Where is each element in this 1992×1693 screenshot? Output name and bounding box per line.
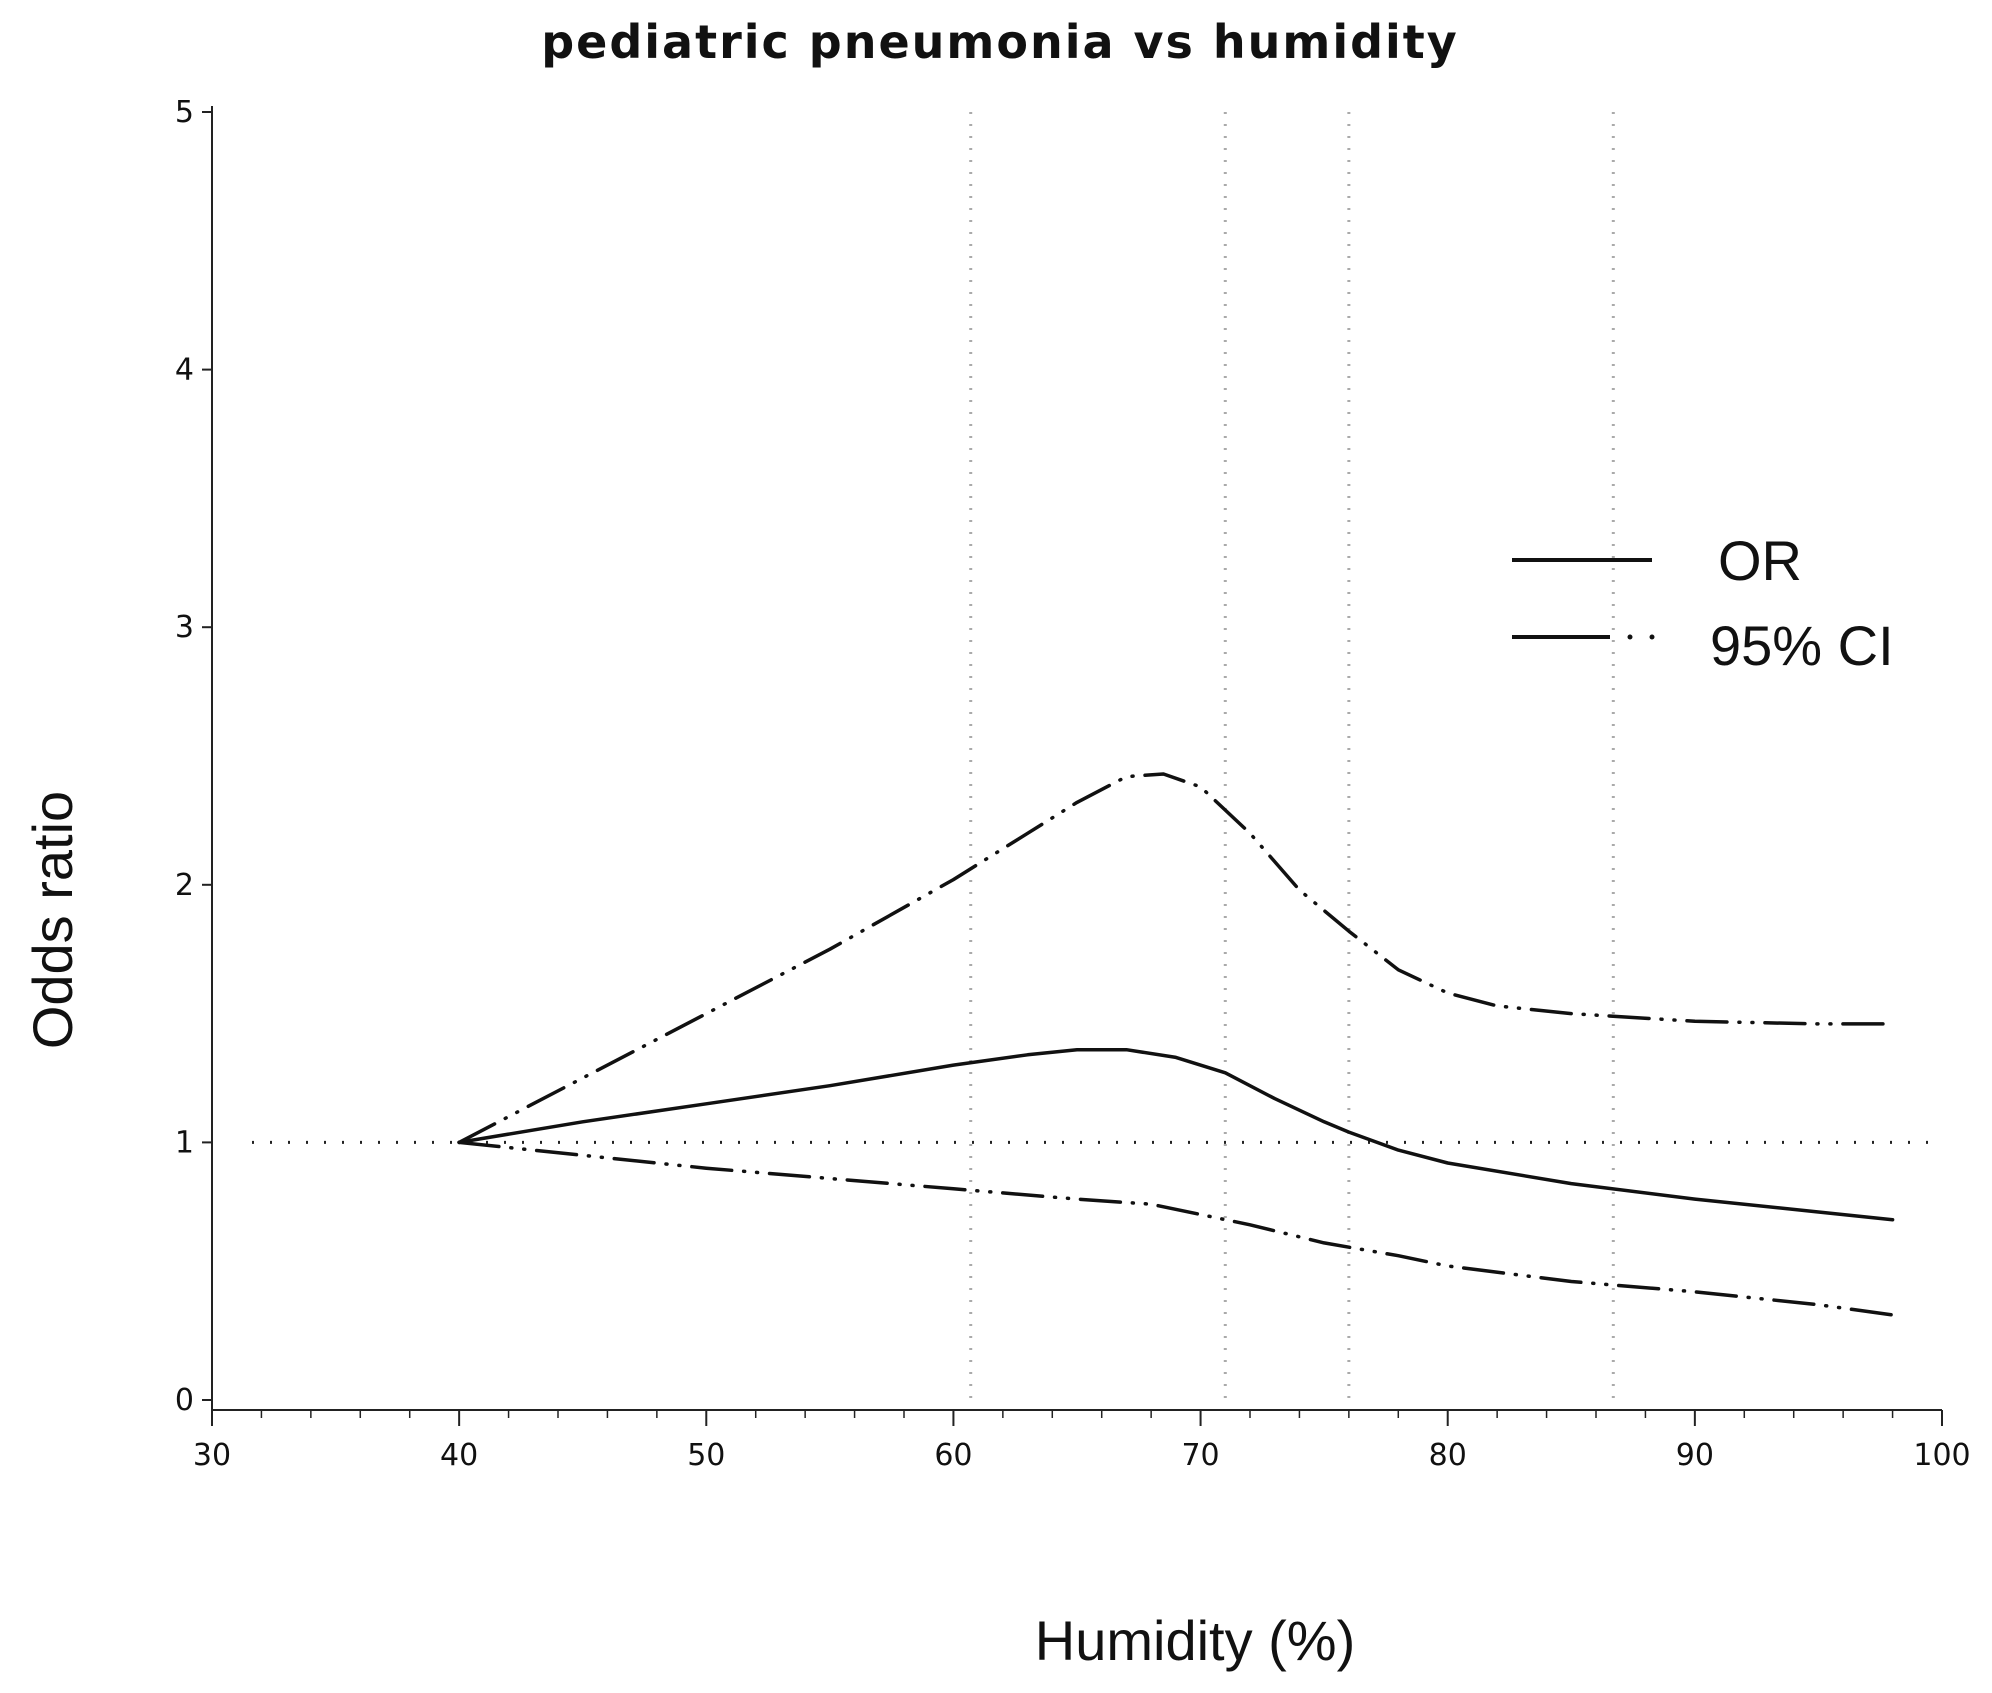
y-axis-label: Odds ratio	[21, 791, 84, 1049]
legend-or-label: OR	[1718, 529, 1802, 592]
y-tick-label: 5	[175, 95, 194, 130]
x-tick-label: 80	[1429, 1438, 1467, 1473]
x-tick-label: 90	[1676, 1438, 1714, 1473]
y-tick-label: 4	[175, 353, 194, 388]
y-tick-label: 1	[175, 1125, 194, 1160]
axes: 0 1 2 3 4 5 30 40 50 60 70 80 90 100	[175, 95, 1971, 1473]
legend: OR 95% CI	[1512, 529, 1894, 677]
x-tick-label: 30	[193, 1438, 231, 1473]
legend-ci-swatch-dot	[1649, 634, 1655, 640]
x-axis-label: Humidity (%)	[1035, 1609, 1355, 1672]
grid-layer	[252, 112, 1942, 1400]
chart-title: pediatric pneumonia vs humidity	[541, 15, 1459, 69]
x-tick-label: 40	[440, 1438, 478, 1473]
legend-ci-swatch-dot	[1627, 634, 1633, 640]
y-tick-label: 3	[175, 610, 194, 645]
series-layer	[457, 772, 1895, 1317]
series-or	[457, 1047, 1895, 1222]
legend-ci-label: 95% CI	[1710, 614, 1894, 677]
x-tick-label: 70	[1181, 1438, 1219, 1473]
y-tick-label: 2	[175, 868, 194, 903]
series-95-ci-lower	[457, 1140, 1895, 1317]
x-tick-label: 100	[1913, 1438, 1970, 1473]
x-tick-label: 50	[687, 1438, 725, 1473]
y-tick-label: 0	[175, 1383, 194, 1418]
series-95-ci-upper	[457, 772, 1895, 1145]
x-tick-label: 60	[934, 1438, 972, 1473]
